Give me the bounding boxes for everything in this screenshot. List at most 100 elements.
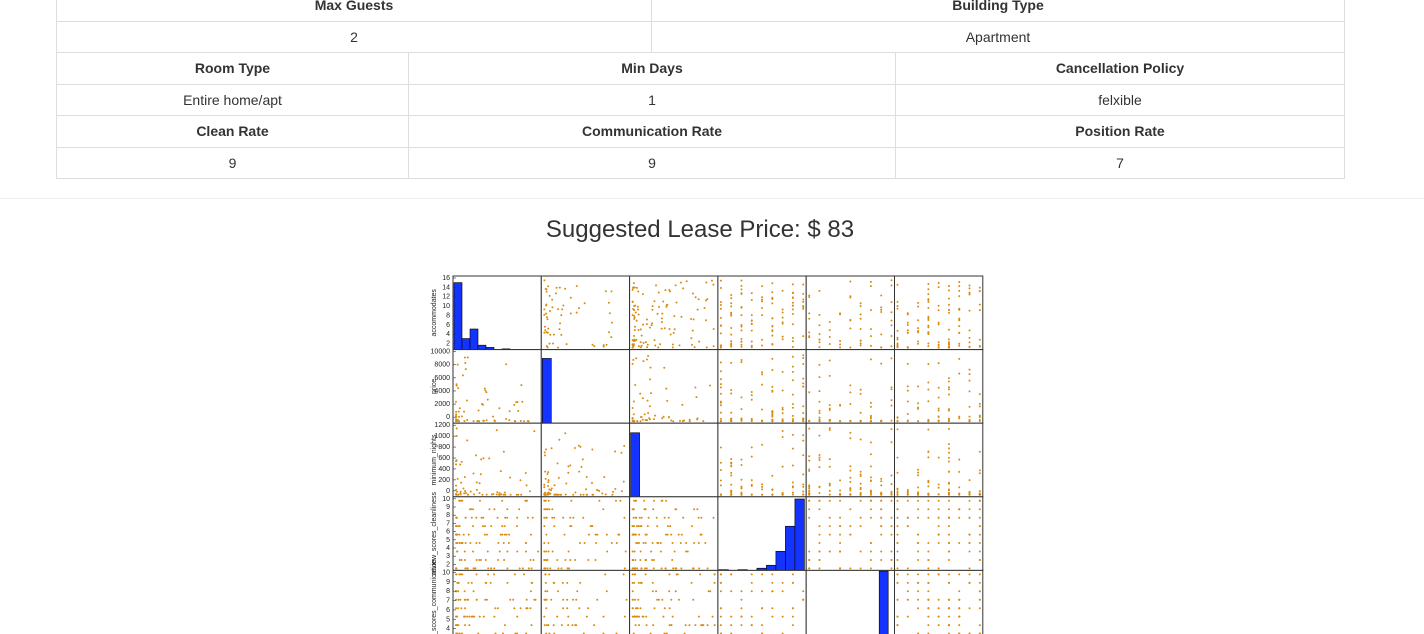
scatter-dot (464, 624, 467, 627)
scatter-dot (828, 428, 831, 431)
tick-label: 3 (446, 553, 450, 560)
scatter-dot (582, 493, 585, 496)
scatter-dot (849, 384, 852, 387)
scatter-dot (761, 493, 764, 496)
scatter-dot (859, 328, 862, 331)
scatter-dot (869, 416, 872, 419)
scatter-dot (859, 499, 862, 502)
scatter-dot (644, 341, 647, 344)
tick-label: 16 (442, 275, 450, 282)
scatter-dot (828, 359, 831, 362)
scatter-dot (551, 306, 554, 309)
scatter-dot (937, 321, 940, 324)
scatter-dot (685, 550, 688, 553)
scatter-dot (896, 581, 899, 584)
scatter-dot (750, 455, 753, 458)
scatter-dot (614, 450, 617, 453)
scatter-dot (818, 567, 821, 570)
scatter-dot (645, 419, 648, 422)
scatter-dot (719, 332, 722, 335)
scatter-dot (802, 335, 805, 338)
scatter-dot (675, 508, 678, 511)
scatter-dot (545, 550, 548, 553)
scatter-dot (623, 615, 626, 618)
scatter-dot (791, 336, 794, 339)
scatter-dot (719, 301, 722, 304)
scatter-dot (880, 508, 883, 511)
scatter-dot (473, 493, 476, 496)
scatter-dot (673, 315, 676, 318)
scatter-dot (890, 419, 893, 422)
scatter-dot (485, 598, 488, 601)
scatter-dot (545, 331, 548, 334)
scatter-dot (968, 341, 971, 344)
scatter-dot (622, 480, 625, 483)
scatter-dot (669, 333, 672, 336)
scatter-dot (482, 615, 485, 618)
scatter-dot (761, 488, 764, 491)
scatter-dot (880, 362, 883, 365)
scatter-dot (608, 312, 611, 315)
scatter-dot (880, 558, 883, 561)
scatter-dot (968, 533, 971, 536)
scatter-dot (455, 493, 458, 496)
scatter-dot (635, 286, 638, 289)
matrix-cell (894, 275, 984, 351)
scatter-dot (464, 607, 467, 610)
scatter-dot (937, 525, 940, 528)
scatter-dot (761, 383, 764, 386)
tick-label: 6 (446, 322, 450, 329)
scatter-dot (640, 334, 643, 337)
scatter-dot (544, 470, 547, 473)
scatter-dot (869, 480, 872, 483)
scatter-dot (638, 516, 641, 519)
scatter-dot (927, 363, 930, 366)
scatter-dot (571, 598, 574, 601)
scatter-dot (890, 404, 893, 407)
scatter-dot (545, 303, 548, 306)
scatter-dot (547, 479, 550, 482)
scatter-dot (896, 420, 899, 423)
scatter-dot (564, 558, 567, 561)
scatter-dot (906, 331, 909, 334)
scatter-dot (828, 533, 831, 536)
scatter-dot (634, 325, 637, 328)
scatter-dot (460, 481, 463, 484)
scatter-dot (641, 397, 644, 400)
scatter-dot (656, 525, 659, 528)
scatter-dot (713, 624, 716, 627)
scatter-dot (808, 459, 811, 462)
scatter-dot (633, 329, 636, 332)
scatter-dot (802, 420, 805, 423)
scatter-dot (657, 291, 660, 294)
scatter-dot (927, 283, 930, 286)
scatter-dot (947, 542, 950, 545)
scatter-dot (456, 581, 459, 584)
scatter-dot (839, 493, 842, 496)
scatter-dot (968, 373, 971, 376)
scatter-dot (673, 328, 676, 331)
scatter-dot (566, 581, 569, 584)
scatter-dot (550, 598, 553, 601)
scatter-dot (456, 624, 459, 627)
scatter-dot (937, 304, 940, 307)
scatter-dot (750, 319, 753, 322)
scatter-dot (802, 298, 805, 301)
scatter-dot (653, 607, 656, 610)
scatter-dot (761, 296, 764, 299)
scatter-dot (662, 415, 665, 418)
scatter-dot (958, 458, 961, 461)
scatter-dot (771, 420, 774, 423)
scatter-dot (937, 486, 940, 489)
scatter-dot (509, 476, 512, 479)
scatter-dot (947, 499, 950, 502)
scatter-dot (896, 499, 899, 502)
matrix-cell (540, 275, 631, 351)
scatter-dot (693, 346, 696, 349)
scatter-dot (719, 401, 722, 404)
tick-label: 200 (438, 477, 450, 484)
scatter-dot (610, 290, 613, 293)
scatter-dot (781, 316, 784, 319)
scatter-dot (587, 558, 590, 561)
scatter-dot (507, 542, 510, 545)
